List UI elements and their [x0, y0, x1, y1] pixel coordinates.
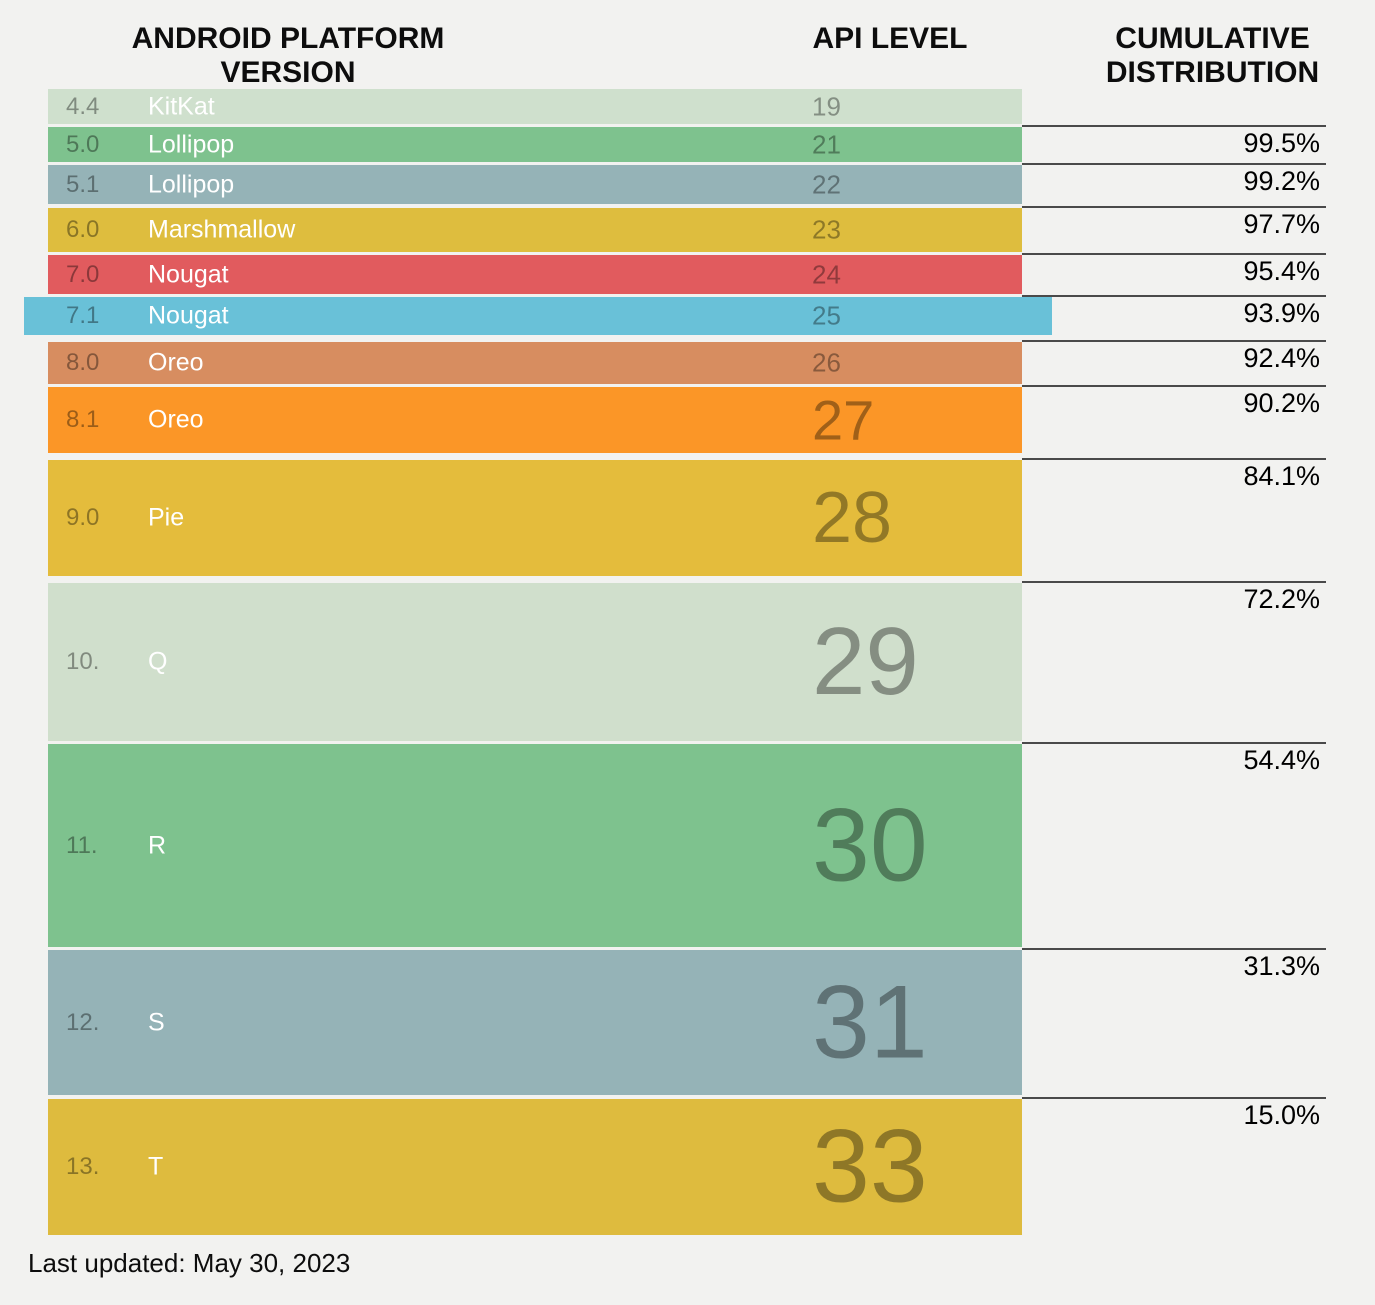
column-header-platform-version: ANDROID PLATFORM VERSION	[48, 22, 528, 90]
cumulative-boundary-line	[1022, 253, 1326, 255]
platform-version-row-highlighted[interactable]: 7.1 Nougat 25	[24, 297, 1052, 335]
column-header-api-level: API LEVEL	[812, 22, 968, 55]
platform-codename-label: Nougat	[148, 301, 229, 330]
cumulative-distribution-value: 84.1%	[1243, 461, 1320, 491]
cumulative-distribution-value: 93.9%	[1243, 298, 1320, 328]
api-level-value: 24	[812, 259, 841, 289]
last-updated-label: Last updated: May 30, 2023	[28, 1248, 351, 1278]
api-level-value: 25	[812, 300, 841, 331]
cumulative-boundary-line	[1022, 458, 1326, 460]
cumulative-distribution-value: 90.2%	[1243, 388, 1320, 418]
platform-codename-label: KitKat	[148, 92, 215, 120]
platform-version-label: 11.	[66, 831, 98, 859]
api-level-value: 23	[812, 214, 841, 245]
platform-codename-label: Oreo	[148, 348, 204, 377]
platform-version-label: 4.4	[66, 92, 100, 120]
platform-version-row[interactable]: 10. Q 29	[48, 583, 1022, 741]
platform-version-row[interactable]: 4.4 KitKat 19	[48, 89, 1022, 124]
api-level-value: 21	[812, 129, 841, 159]
platform-version-row[interactable]: 5.1 Lollipop 22	[48, 165, 1022, 204]
cumulative-distribution-value: 99.5%	[1243, 128, 1320, 158]
platform-codename-label: Lollipop	[148, 170, 235, 198]
api-level-value: 27	[812, 388, 875, 452]
cumulative-boundary-line	[1022, 581, 1326, 583]
cumulative-distribution-value: 15.0%	[1243, 1100, 1320, 1130]
platform-version-label: 6.0	[66, 216, 100, 243]
platform-version-row[interactable]: 5.0 Lollipop 21	[48, 127, 1022, 162]
cumulative-distribution-value: 92.4%	[1243, 343, 1320, 373]
platform-version-row[interactable]: 7.0 Nougat 24	[48, 255, 1022, 294]
cumulative-boundary-line	[1022, 295, 1326, 297]
column-header-cumulative-distribution-line1: CUMULATIVE	[1115, 22, 1310, 55]
platform-codename-label: Pie	[148, 503, 185, 532]
column-header-cumulative-distribution: CUMULATIVE DISTRIBUTION	[1060, 22, 1365, 90]
platform-version-label: 10.	[66, 648, 100, 675]
platform-version-label: 7.0	[66, 260, 100, 288]
cumulative-distribution-value: 99.2%	[1243, 166, 1320, 196]
api-level-value: 30	[812, 787, 928, 903]
cumulative-boundary-line	[1022, 340, 1326, 342]
cumulative-distribution-value: 31.3%	[1243, 951, 1320, 981]
api-level-value: 33	[812, 1108, 928, 1225]
platform-codename-label: S	[148, 1008, 165, 1036]
platform-version-row[interactable]: 6.0 Marshmallow 23	[48, 208, 1022, 252]
cumulative-boundary-line	[1022, 206, 1326, 208]
platform-version-label: 7.1	[66, 302, 100, 329]
cumulative-boundary-line	[1022, 385, 1326, 387]
cumulative-distribution-value: 72.2%	[1243, 584, 1320, 614]
platform-version-row[interactable]: 12. S 31	[48, 950, 1022, 1095]
platform-version-row[interactable]: 8.1 Oreo 27	[48, 387, 1022, 453]
api-level-value: 28	[812, 478, 893, 558]
column-header-cumulative-distribution-line2: DISTRIBUTION	[1105, 56, 1320, 89]
cumulative-boundary-line	[1022, 1097, 1326, 1099]
platform-version-row[interactable]: 11. R 30	[48, 744, 1022, 947]
cumulative-distribution-value: 95.4%	[1243, 256, 1320, 286]
api-level-value: 19	[812, 91, 841, 121]
platform-codename-label: Nougat	[148, 260, 229, 288]
api-level-value: 29	[812, 608, 919, 715]
column-header-platform-version-line1: ANDROID PLATFORM	[131, 22, 445, 55]
cumulative-distribution-value: 54.4%	[1243, 745, 1320, 775]
api-level-value: 26	[812, 347, 841, 378]
column-header-platform-version-line2: VERSION	[220, 56, 356, 89]
platform-version-row[interactable]: 8.0 Oreo 26	[48, 342, 1022, 384]
platform-version-label: 9.0	[66, 504, 100, 531]
platform-version-label: 8.1	[66, 406, 100, 433]
cumulative-boundary-line	[1022, 163, 1326, 165]
platform-version-label: 5.0	[66, 130, 100, 158]
platform-codename-label: R	[148, 831, 167, 859]
platform-codename-label: Lollipop	[148, 130, 235, 158]
platform-version-row[interactable]: 9.0 Pie 28	[48, 460, 1022, 576]
cumulative-boundary-line	[1022, 742, 1326, 744]
cumulative-boundary-line	[1022, 948, 1326, 950]
platform-version-label: 13.	[66, 1153, 100, 1180]
api-level-value: 31	[812, 964, 928, 1080]
platform-version-row[interactable]: 13. T 33	[48, 1099, 1022, 1235]
platform-codename-label: Q	[148, 647, 168, 676]
platform-version-label: 5.1	[66, 170, 100, 198]
cumulative-distribution-value: 97.7%	[1243, 209, 1320, 239]
api-level-value: 22	[812, 169, 841, 199]
platform-codename-label: Oreo	[148, 405, 204, 434]
platform-codename-label: T	[148, 1152, 164, 1181]
cumulative-boundary-line	[1022, 125, 1326, 127]
platform-version-label: 12.	[66, 1008, 100, 1036]
platform-codename-label: Marshmallow	[148, 215, 296, 244]
platform-version-label: 8.0	[66, 349, 100, 376]
